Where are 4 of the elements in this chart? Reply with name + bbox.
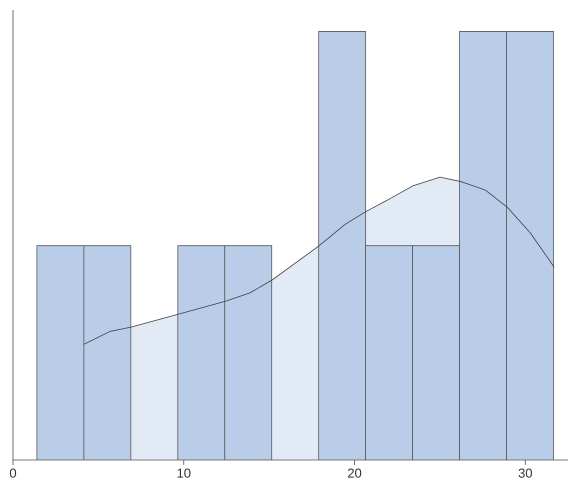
x-tick-label: 30 [518,468,532,478]
x-tick-label: 10 [178,468,190,478]
x-tick-label: 20 [348,468,362,478]
x-tick-label: 0 [10,468,16,478]
